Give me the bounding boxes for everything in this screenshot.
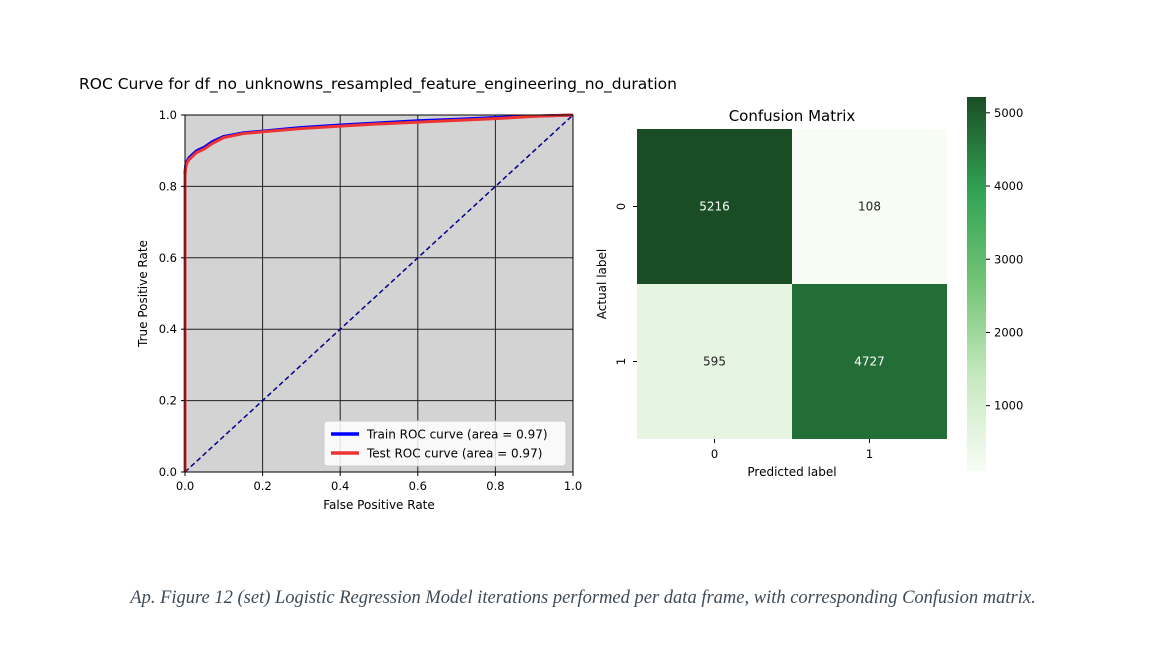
roc-y-tick-label: 1.0 (159, 108, 177, 122)
cm-x-axis-label: Predicted label (747, 465, 836, 479)
cm-colorbar-tick-label: 1000 (994, 399, 1023, 413)
roc-y-tick-label: 0.6 (159, 251, 177, 265)
cm-colorbar (967, 97, 986, 471)
cm-cells: 5216 108 595 4727 (637, 129, 947, 439)
cm-colorbar-tick-label: 2000 (994, 325, 1023, 339)
roc-plot-area (185, 115, 573, 472)
cm-colorbar-tick-label: 3000 (994, 252, 1023, 266)
roc-x-tick-label: 0.0 (176, 479, 194, 493)
roc-y-tick-label: 0.4 (159, 322, 177, 336)
cm-x-tick-label: 0 (711, 447, 718, 461)
roc-plot-frame (184, 114, 574, 473)
cm-colorbar-tick-label: 5000 (994, 106, 1023, 120)
roc-y-tick-label: 0.8 (159, 179, 177, 193)
cm-y-tick-label: 0 (614, 203, 628, 210)
cm-cell (792, 284, 947, 439)
roc-grid (184, 114, 574, 473)
roc-x-tick-label: 0.6 (409, 479, 427, 493)
cm-x-tick-label: 1 (866, 447, 873, 461)
roc-x-axis-label: False Positive Rate (323, 498, 435, 512)
confusion-matrix: Confusion Matrix 5216 108 595 4727 0 1 0 1 Pre… (595, 97, 1023, 479)
roc-x-tick-label: 0.2 (253, 479, 271, 493)
roc-legend: Train ROC curve (area = 0.97) Test ROC cu… (323, 420, 567, 467)
roc-x-tick-label: 0.8 (486, 479, 504, 493)
roc-lines (183, 113, 574, 473)
cm-y-axis-label: Actual label (595, 249, 609, 319)
roc-chart: ROC Curve for df_no_unknowns_resampled_f… (79, 75, 677, 512)
roc-legend-label: Train ROC curve (area = 0.97) (366, 428, 548, 442)
roc-y-tick-label: 0.2 (159, 394, 177, 408)
roc-title: ROC Curve for df_no_unknowns_resampled_f… (79, 75, 677, 94)
cm-colorbar-ticks: 1000 2000 3000 4000 5000 (986, 106, 1023, 413)
roc-test-line (183, 113, 574, 472)
figure-caption: Ap. Figure 12 (set) Logistic Regression … (130, 588, 1036, 608)
figure: ROC Curve for df_no_unknowns_resampled_f… (79, 75, 1023, 512)
cm-cell-value: 4727 (854, 355, 885, 369)
cm-cell (792, 129, 947, 284)
cm-y-tick-label: 1 (614, 358, 628, 365)
cm-colorbar-tick-label: 4000 (994, 179, 1023, 193)
roc-legend-box (323, 420, 567, 467)
cm-ticks: 0 1 0 1 (614, 203, 873, 461)
roc-ticks: 0.0 0.2 0.4 0.6 0.8 1.0 0.0 0.2 0.4 0.6 0.8 1.0 (159, 108, 582, 493)
cm-cell (637, 284, 792, 439)
roc-y-tick-label: 0.0 (159, 465, 177, 479)
roc-y-axis-label: True Positive Rate (136, 240, 150, 348)
cm-title: Confusion Matrix (729, 107, 856, 125)
cm-cell-value: 108 (858, 200, 881, 214)
cm-cell-value: 5216 (699, 200, 730, 214)
roc-legend-label: Test ROC curve (area = 0.97) (366, 447, 542, 461)
cm-cell (637, 129, 792, 284)
roc-x-tick-label: 0.4 (331, 479, 349, 493)
cm-cell-value: 595 (703, 355, 726, 369)
roc-x-tick-label: 1.0 (564, 479, 582, 493)
